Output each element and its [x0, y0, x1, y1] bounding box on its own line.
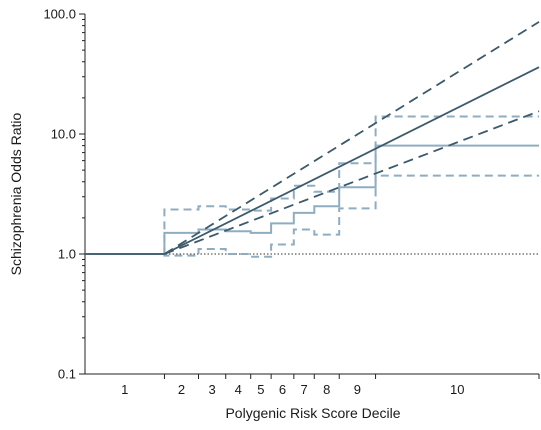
x-tick-label: 2: [178, 382, 185, 397]
y-axis-title: Schizophrenia Odds Ratio: [8, 112, 24, 275]
x-tick-label: 9: [354, 382, 361, 397]
x-tick-label: 6: [279, 382, 286, 397]
x-tick-label: 8: [323, 382, 330, 397]
x-tick-label: 10: [450, 382, 464, 397]
x-tick-label: 1: [121, 382, 128, 397]
series-fitted-trend: [85, 66, 540, 255]
x-tick-label: 7: [300, 382, 307, 397]
y-tick-label: 10.0: [51, 127, 76, 142]
y-tick-label: 100.0: [43, 7, 76, 22]
series-fitted-upper: [163, 21, 540, 255]
x-tick-label: 4: [235, 382, 242, 397]
y-tick-label: 1.0: [58, 247, 76, 262]
series-lower-ci: [85, 174, 539, 258]
series-estimate: [85, 144, 539, 255]
x-tick-label: 5: [257, 382, 264, 397]
x-tick-label: 3: [209, 382, 216, 397]
series-fitted-lower: [164, 110, 540, 255]
y-tick-label: 0.1: [58, 367, 76, 382]
plot-area: 0.1 1.0 10.0 100.0 1 2 3 4 5 6 7 8 9 10: [43, 7, 540, 397]
series-upper-ci: [85, 115, 539, 255]
x-axis-title: Polygenic Risk Score Decile: [225, 405, 400, 421]
